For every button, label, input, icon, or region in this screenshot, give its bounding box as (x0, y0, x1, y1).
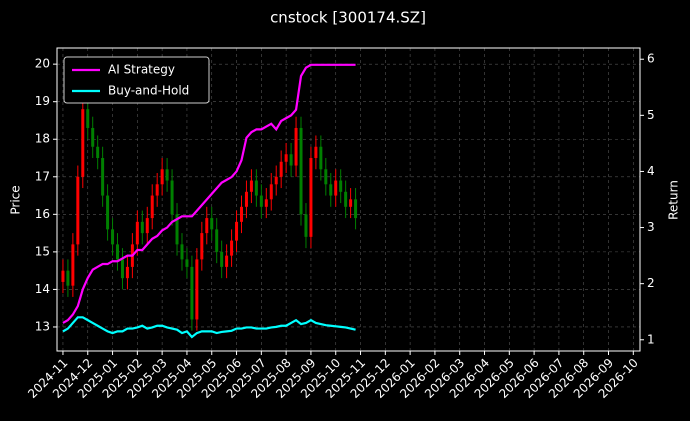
candle-body (324, 169, 328, 185)
candle-body (299, 127, 303, 215)
candle-body (120, 259, 124, 279)
candle-body (329, 184, 333, 196)
candle-body (220, 251, 224, 267)
y-axis-label: Price (9, 185, 23, 214)
candle-body (354, 199, 358, 219)
candle-body (334, 180, 338, 196)
candle-body (61, 270, 65, 282)
candle-body (160, 169, 164, 185)
candle-body (294, 127, 298, 166)
candle-body (106, 195, 110, 230)
candle-body (81, 109, 85, 177)
candle-body (185, 259, 189, 267)
candle-body (244, 191, 248, 207)
candle-body (230, 240, 234, 256)
candle-body (111, 229, 115, 245)
candle-body (71, 244, 75, 286)
candle-body (155, 184, 159, 196)
candle-body (150, 195, 154, 219)
candle-body (279, 161, 283, 177)
y-tick-label: 17 (35, 169, 50, 183)
candle-body (274, 176, 278, 185)
candle-body (205, 218, 209, 234)
candle-body (135, 221, 139, 245)
y-tick-label: 19 (35, 94, 50, 108)
candle-body (86, 109, 90, 128)
candle-body (254, 180, 258, 196)
candle-body (344, 191, 348, 207)
candle-body (91, 127, 95, 147)
y-tick-label: 18 (35, 132, 50, 146)
candle-body (200, 233, 204, 260)
candle-body (195, 259, 199, 320)
plot-frame (56, 47, 641, 352)
candle-body (116, 244, 120, 260)
candle-body (269, 184, 273, 200)
y-tick-label: 14 (35, 282, 50, 296)
candle-body (145, 218, 149, 234)
y2-tick-label: 5 (647, 108, 655, 122)
candle-body (284, 154, 288, 162)
candle-body (190, 266, 194, 320)
candle-body (180, 244, 184, 260)
legend-label: AI Strategy (108, 63, 175, 77)
y-tick-label: 15 (35, 244, 50, 258)
legend-label: Buy-and-Hold (108, 84, 189, 98)
candle-body (339, 180, 343, 192)
candle-body (140, 221, 144, 234)
candle-body (349, 199, 353, 207)
candle-body (66, 270, 70, 286)
candle-body (259, 195, 263, 207)
chart-title: cnstock [300174.SZ] (270, 9, 426, 27)
candle-body (170, 180, 174, 215)
candle-body (304, 214, 308, 237)
candle-body (165, 169, 169, 181)
candle-body (175, 214, 179, 245)
candle-body (239, 206, 243, 222)
legend-box (63, 56, 210, 104)
candle-body (215, 229, 219, 252)
candle-body (96, 146, 100, 159)
candle-body (235, 221, 239, 241)
y2-tick-label: 6 (647, 52, 655, 66)
y2-tick-label: 4 (647, 164, 655, 178)
return-line (62, 316, 356, 339)
candle-body (314, 146, 318, 159)
candle-body (249, 180, 253, 192)
y2-axis-label: Return (667, 180, 681, 220)
y-tick-label: 13 (35, 319, 50, 333)
y2-tick-label: 3 (647, 220, 655, 234)
candle-body (76, 176, 80, 245)
y-tick-label: 16 (35, 207, 50, 221)
candle-body (309, 158, 313, 237)
return-line (62, 63, 356, 324)
candle-body (101, 158, 105, 196)
candle-body (289, 154, 293, 166)
candle-body (210, 218, 214, 230)
candle-body (319, 146, 323, 170)
candle-body (225, 255, 229, 267)
y2-tick-label: 1 (647, 332, 655, 346)
candle-body (264, 199, 268, 207)
y-tick-label: 20 (35, 57, 50, 71)
y2-tick-label: 2 (647, 276, 655, 290)
candle-body (125, 266, 129, 279)
